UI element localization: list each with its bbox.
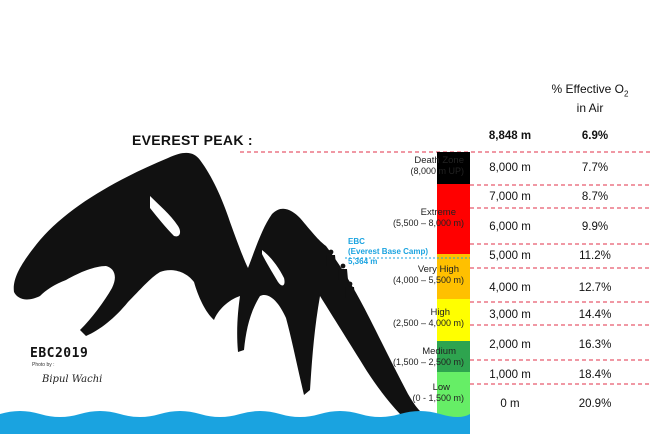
row-oxygen: 11.2% bbox=[579, 250, 611, 262]
row-altitude: 1,000 m bbox=[489, 369, 531, 381]
o2-header-line2: in Air bbox=[576, 101, 604, 116]
row-altitude: 3,000 m bbox=[489, 309, 531, 321]
peak-title: EVEREST PEAK : bbox=[132, 132, 253, 148]
zone-label-high: High (2,500 – 4,000 m) bbox=[360, 307, 464, 329]
row-altitude: 5,000 m bbox=[489, 250, 531, 262]
zone-name: High bbox=[430, 307, 450, 318]
row-altitude: 0 m bbox=[500, 398, 520, 410]
ebc2019-logo: EBC2019 bbox=[30, 346, 89, 361]
o2-header-line1: % Effective O bbox=[551, 82, 625, 96]
ebc-title: EBC bbox=[348, 237, 365, 246]
row-oxygen: 8.7% bbox=[581, 191, 609, 203]
zone-bar-medium bbox=[437, 341, 470, 372]
zone-label-very-high: Very High (4,000 – 5,500 m) bbox=[360, 264, 464, 286]
zone-label-medium: Medium (1,500 – 2,500 m) bbox=[360, 346, 464, 368]
zone-label-extreme: Extreme (5,500 – 8,000 m) bbox=[360, 207, 464, 229]
zone-range: (0 - 1,500 m) bbox=[412, 393, 464, 403]
zone-name: Very High bbox=[417, 264, 459, 275]
mountain-ridge-highlight bbox=[150, 196, 181, 237]
zone-name: Extreme bbox=[420, 207, 456, 218]
row-oxygen: 14.4% bbox=[578, 309, 612, 321]
zone-name: Medium bbox=[422, 346, 456, 357]
zone-bar-very-high bbox=[437, 254, 470, 299]
row-oxygen: 20.9% bbox=[578, 398, 612, 410]
o2-header-subscript: 2 bbox=[624, 89, 629, 99]
zone-bar-high bbox=[437, 299, 470, 341]
zone-label-low: Low (0 - 1,500 m) bbox=[360, 382, 464, 404]
row-oxygen: 9.9% bbox=[581, 221, 609, 233]
row-oxygen: 12.7% bbox=[578, 282, 612, 294]
zone-bar-extreme bbox=[437, 184, 470, 254]
zone-range: (4,000 – 5,500 m) bbox=[392, 275, 464, 285]
mountain-ridge-highlight-2 bbox=[262, 250, 285, 286]
row-oxygen: 16.3% bbox=[578, 339, 612, 351]
row-oxygen: 7.7% bbox=[581, 162, 609, 174]
ebc-altitude: 5,364 m bbox=[348, 257, 378, 266]
zone-name: Death Zone bbox=[414, 155, 464, 166]
zone-bar-death bbox=[437, 152, 470, 184]
zone-range: (2,500 – 4,000 m) bbox=[392, 318, 464, 328]
ebc-subtitle: (Everest Base Camp) bbox=[348, 247, 429, 256]
ebc-label: EBC (Everest Base Camp) 5,364 m bbox=[348, 237, 428, 267]
peak-altitude: 8,848 m bbox=[488, 130, 532, 142]
water-waves bbox=[0, 411, 470, 434]
zone-range: (1,500 – 2,500 m) bbox=[392, 357, 464, 367]
photographer-signature: Bipul Wachi bbox=[42, 374, 103, 385]
row-altitude: 6,000 m bbox=[489, 221, 531, 233]
photo-by-label: Photo by : bbox=[32, 362, 55, 368]
zone-range: (5,500 – 8,000 m) bbox=[392, 218, 464, 228]
peak-oxygen: 6.9% bbox=[581, 130, 609, 142]
row-altitude: 4,000 m bbox=[489, 282, 531, 294]
row-altitude: 2,000 m bbox=[489, 339, 531, 351]
row-altitude: 8,000 m bbox=[489, 162, 531, 174]
o2-column-header: % Effective O2 in Air bbox=[540, 82, 640, 116]
climbers-group bbox=[326, 249, 355, 298]
zone-name: Low bbox=[432, 382, 450, 393]
mountain-silhouette bbox=[13, 152, 424, 414]
zone-range: (8,000 m UP) bbox=[410, 166, 464, 176]
row-altitude: 7,000 m bbox=[489, 191, 531, 203]
row-oxygen: 18.4% bbox=[578, 369, 612, 381]
zone-bar-low bbox=[437, 372, 470, 420]
zone-label-death: Death Zone (8,000 m UP) bbox=[360, 155, 464, 177]
